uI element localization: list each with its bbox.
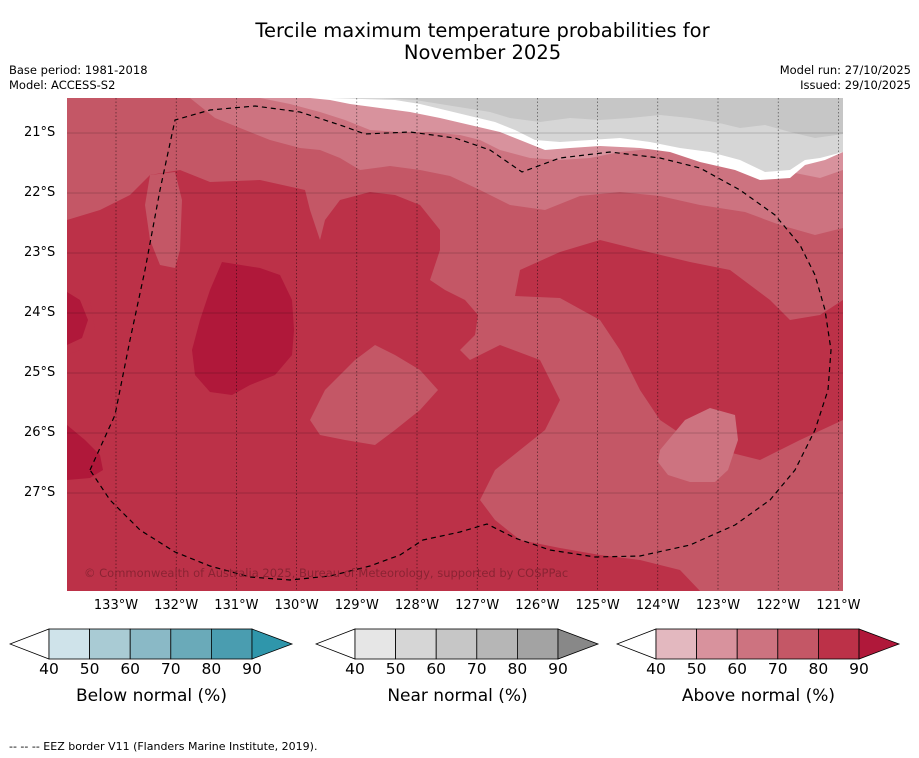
- lat-tick-label: 23°S: [24, 245, 56, 260]
- title-line-2: November 2025: [403, 41, 562, 64]
- colorbar-tick-label: 60: [426, 660, 447, 678]
- lon-tick-label: 123°W: [695, 598, 741, 613]
- lon-tick-label: 124°W: [635, 598, 680, 613]
- field-above-70-north: [67, 98, 843, 591]
- field-above-90-northwest: [67, 292, 88, 345]
- colorbar-tick-label: 70: [767, 660, 788, 678]
- eez-legend-note: -- -- -- EEZ border V11 (Flanders Marine…: [9, 740, 318, 753]
- lon-tick-label: 131°W: [214, 598, 259, 613]
- colorbar-over-arrow: [858, 628, 901, 660]
- lon-tick-label: 127°W: [455, 598, 500, 613]
- colorbar-segment: [777, 628, 819, 660]
- lon-tick-label: 129°W: [334, 598, 379, 613]
- colorbar-above-bar: [616, 628, 901, 660]
- model-name: Model: ACCESS-S2: [9, 78, 116, 92]
- field-near-70-north: [380, 98, 843, 138]
- colorbar-tick-label: 60: [120, 660, 141, 678]
- colorbar-segment: [817, 628, 860, 660]
- lat-tick-label: 24°S: [24, 305, 56, 320]
- copyright-note: © Commonwealth of Australia 2025, Bureau…: [84, 566, 569, 580]
- colorbar-tick-label: 60: [727, 660, 748, 678]
- colorbar-tick-label: 40: [646, 660, 666, 678]
- field-above-90-central: [192, 262, 294, 395]
- colorbar-segment: [89, 628, 131, 660]
- colorbar-tick-label: 70: [160, 660, 181, 678]
- colorbar-tick-label: 50: [79, 660, 100, 678]
- lon-tick-label: 121°W: [816, 598, 861, 613]
- colorbar-above-label: Above normal (%): [681, 686, 836, 706]
- lon-tick-label: 125°W: [575, 598, 620, 613]
- colorbar-tick-label: 80: [808, 660, 829, 678]
- colorbar-tick-label: 70: [466, 660, 487, 678]
- issued-date: Issued: 29/10/2025: [800, 78, 911, 92]
- colorbar-near-label: Near normal (%): [387, 686, 528, 706]
- lon-tick-label: 126°W: [515, 598, 560, 613]
- colorbar-segment: [476, 628, 518, 660]
- map-grid: [67, 98, 843, 591]
- colorbar-tick-label: 40: [39, 660, 59, 678]
- meta-right: Model run: 27/10/2025 Issued: 29/10/2025: [780, 63, 911, 93]
- colorbar-segment: [129, 628, 172, 660]
- lon-tick-label: 133°W: [93, 598, 139, 613]
- colorbar-under-arrow: [616, 628, 657, 660]
- lat-tick-label: 21°S: [24, 125, 56, 140]
- lat-tick-label: 26°S: [24, 425, 56, 440]
- colorbar-near-bar: [315, 628, 600, 660]
- colorbar-below-bar: [9, 628, 294, 660]
- map-fields: [67, 98, 843, 591]
- colorbar-tick-label: 50: [686, 660, 707, 678]
- eez-border: [89, 105, 832, 581]
- field-above-90-west: [67, 425, 103, 480]
- base-period: Base period: 1981-2018: [9, 63, 148, 77]
- colorbar-segment: [210, 628, 253, 660]
- colorbar-segment: [655, 628, 697, 660]
- meta-left: Base period: 1981-2018 Model: ACCESS-S2: [9, 63, 148, 93]
- colorbar-tick-label: 80: [201, 660, 222, 678]
- chart-title: Tercile maximum temperature probabilitie…: [0, 20, 919, 64]
- colorbar-segment: [736, 628, 779, 660]
- field-above-70-west-patch: [145, 172, 182, 268]
- colorbar-under-arrow: [315, 628, 356, 660]
- colorbar-tick-label: 80: [507, 660, 528, 678]
- colorbar-segment: [516, 628, 559, 660]
- colorbar-segment: [435, 628, 478, 660]
- colorbar-tick-label: 90: [548, 660, 568, 678]
- colorbar-over-arrow: [557, 628, 600, 660]
- lat-tick-label: 27°S: [24, 485, 56, 500]
- lon-tick-label: 128°W: [394, 598, 440, 613]
- lat-tick-label: 25°S: [24, 365, 56, 380]
- colorbar-tick-label: 90: [242, 660, 262, 678]
- colorbar-tick-label: 50: [385, 660, 406, 678]
- title-line-1: Tercile maximum temperature probabilitie…: [255, 19, 710, 42]
- lon-tick-label: 130°W: [274, 598, 319, 613]
- lon-tick-label: 122°W: [756, 598, 801, 613]
- colorbar-segment: [48, 628, 90, 660]
- colorbar-under-arrow: [9, 628, 50, 660]
- colorbar-over-arrow: [251, 628, 294, 660]
- field-above-60-center-patch: [310, 345, 438, 445]
- colorbar-below-label: Below normal (%): [76, 686, 227, 706]
- colorbar-segment: [395, 628, 437, 660]
- lon-tick-label: 132°W: [154, 598, 199, 613]
- model-run: Model run: 27/10/2025: [779, 63, 911, 77]
- probability-map: [67, 98, 843, 591]
- colorbar-tick-label: 40: [345, 660, 365, 678]
- lat-tick-label: 22°S: [24, 185, 56, 200]
- colorbar-tick-label: 90: [849, 660, 869, 678]
- colorbar-segment: [696, 628, 738, 660]
- colorbar-segment: [170, 628, 212, 660]
- colorbar-segment: [354, 628, 396, 660]
